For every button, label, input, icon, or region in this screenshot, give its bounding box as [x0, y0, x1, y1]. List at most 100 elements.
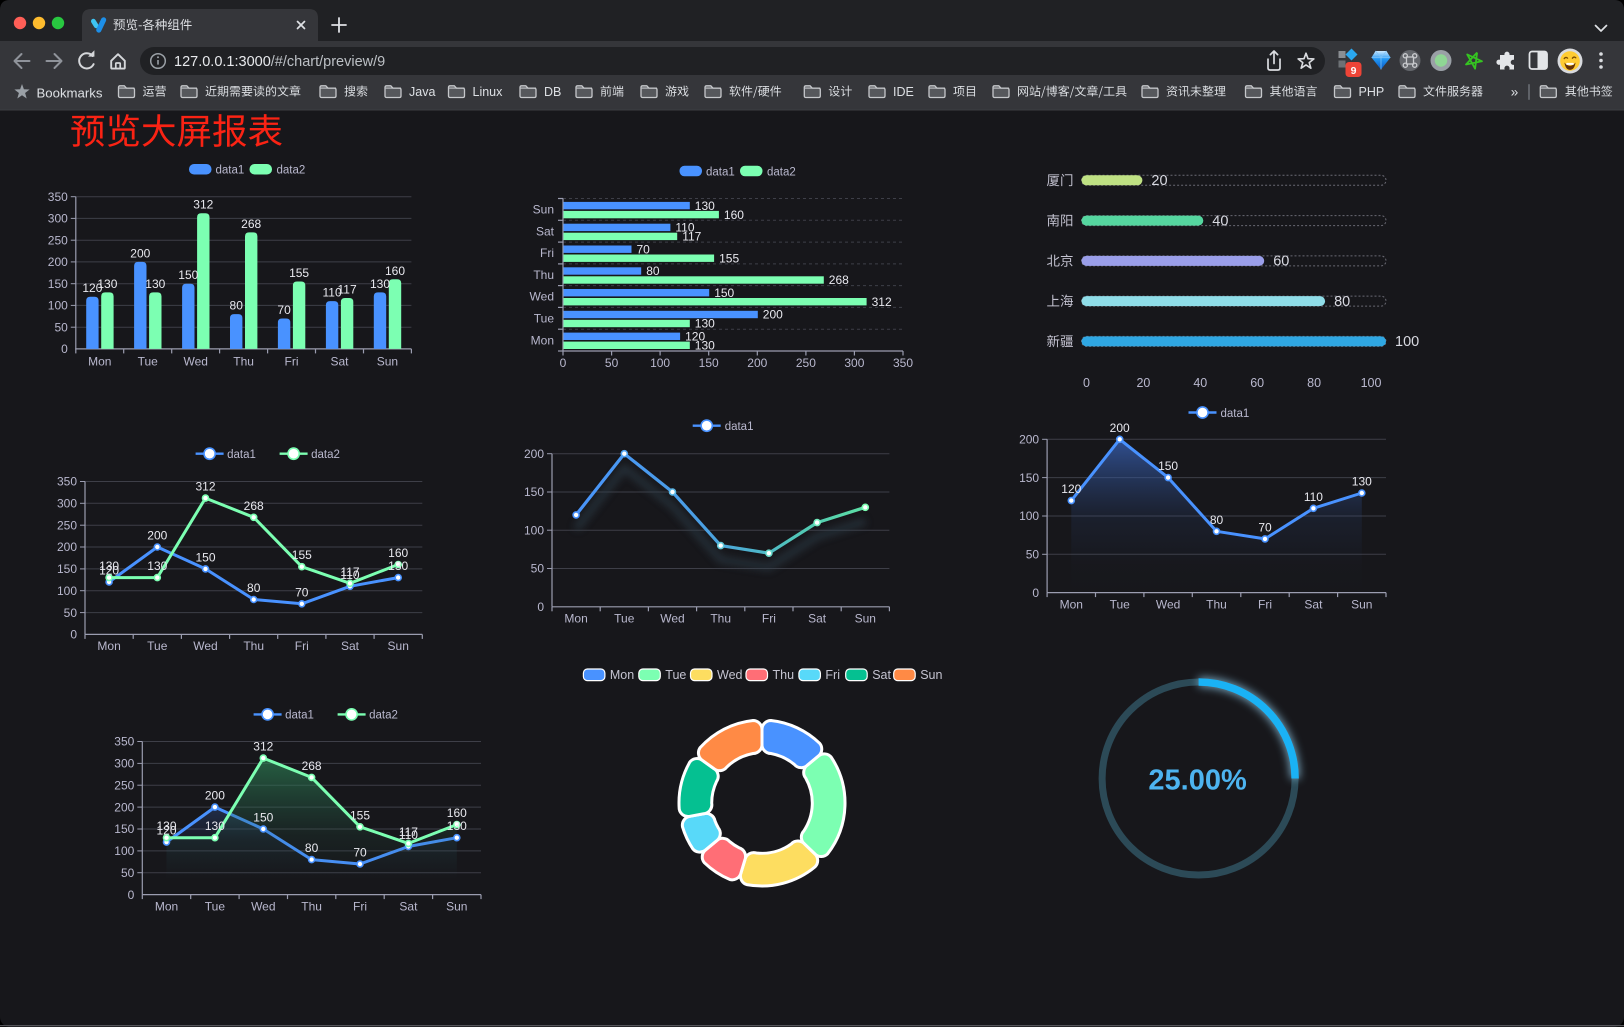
svg-text:100: 100	[1019, 509, 1039, 523]
svg-text:80: 80	[1210, 513, 1224, 527]
svg-text:Thu: Thu	[233, 355, 254, 369]
svg-text:70: 70	[353, 846, 367, 860]
svg-text:300: 300	[57, 497, 77, 511]
svg-text:20: 20	[1151, 173, 1167, 189]
svg-text:Tue: Tue	[138, 355, 159, 369]
svg-text:250: 250	[57, 518, 77, 532]
svg-text:200: 200	[1110, 421, 1130, 435]
svg-text:Thu: Thu	[533, 268, 554, 282]
svg-text:Tue: Tue	[614, 611, 635, 625]
svg-text:100: 100	[650, 356, 670, 370]
svg-text:Wed: Wed	[251, 899, 275, 913]
svg-text:0: 0	[61, 342, 68, 356]
svg-text:150: 150	[714, 286, 734, 300]
svg-text:200: 200	[130, 246, 150, 260]
svg-text:200: 200	[1019, 433, 1039, 447]
svg-text:DB: DB	[544, 85, 561, 99]
svg-text:Thu: Thu	[773, 668, 795, 682]
svg-text:Sat: Sat	[872, 668, 891, 682]
svg-text:Tue: Tue	[205, 899, 226, 913]
svg-text:250: 250	[48, 233, 68, 247]
svg-text:117: 117	[682, 230, 701, 244]
svg-text:Fri: Fri	[825, 668, 840, 682]
svg-text:150: 150	[178, 268, 198, 282]
svg-text:0: 0	[537, 600, 544, 614]
svg-text:Tue: Tue	[665, 668, 686, 682]
svg-text:Fri: Fri	[285, 355, 299, 369]
svg-text:40: 40	[1193, 376, 1207, 390]
svg-text:80: 80	[247, 581, 261, 595]
svg-text:100: 100	[57, 584, 77, 598]
svg-text:Sat: Sat	[1304, 598, 1323, 612]
svg-text:268: 268	[302, 759, 322, 773]
svg-text:312: 312	[195, 480, 215, 494]
svg-text:200: 200	[57, 540, 77, 554]
svg-text:150: 150	[1019, 471, 1039, 485]
svg-text:Sun: Sun	[855, 611, 876, 625]
svg-text:Sun: Sun	[533, 203, 554, 217]
svg-text:Mon: Mon	[1060, 598, 1083, 612]
svg-text:Mon: Mon	[564, 611, 587, 625]
svg-text:160: 160	[388, 546, 408, 560]
svg-text:300: 300	[48, 212, 68, 226]
svg-text:150: 150	[57, 562, 77, 576]
svg-text:155: 155	[350, 808, 370, 822]
svg-text:100: 100	[114, 844, 134, 858]
svg-text:160: 160	[385, 264, 405, 278]
svg-text:50: 50	[531, 562, 545, 576]
svg-text:150: 150	[114, 822, 134, 836]
svg-text:300: 300	[844, 356, 864, 370]
svg-text:Java: Java	[409, 85, 435, 99]
svg-text:70: 70	[277, 303, 291, 317]
svg-text:120: 120	[685, 330, 705, 344]
svg-text:data2: data2	[311, 449, 340, 461]
svg-text:200: 200	[747, 356, 767, 370]
svg-text:200: 200	[524, 447, 544, 461]
svg-text:130: 130	[1352, 475, 1372, 489]
svg-text:80: 80	[230, 299, 244, 313]
svg-text:data1: data1	[725, 421, 754, 433]
svg-text:25.00%: 25.00%	[1148, 765, 1247, 797]
svg-text:60: 60	[1250, 376, 1264, 390]
svg-text:Fri: Fri	[762, 611, 776, 625]
svg-text:9: 9	[1351, 65, 1357, 77]
svg-text:Sun: Sun	[388, 639, 409, 653]
svg-text:Sun: Sun	[446, 899, 467, 913]
svg-text:40: 40	[1212, 213, 1228, 229]
svg-text:data1: data1	[227, 449, 256, 461]
svg-text:130: 130	[156, 819, 176, 833]
svg-text:110: 110	[675, 221, 694, 235]
svg-text:Linux: Linux	[473, 85, 504, 99]
svg-text:Mon: Mon	[88, 355, 111, 369]
svg-text:Tue: Tue	[147, 639, 168, 653]
svg-text:110: 110	[323, 286, 342, 300]
svg-text:130: 130	[97, 277, 117, 291]
svg-text:110: 110	[340, 568, 359, 582]
svg-text:100: 100	[1395, 334, 1419, 350]
svg-text:Wed: Wed	[530, 290, 554, 304]
svg-text:117: 117	[399, 825, 418, 839]
svg-text:Sat: Sat	[341, 639, 360, 653]
svg-text:200: 200	[205, 789, 225, 803]
svg-text:data2: data2	[277, 165, 306, 177]
svg-text:80: 80	[646, 264, 660, 278]
svg-text:80: 80	[305, 841, 319, 855]
svg-text:268: 268	[829, 273, 849, 287]
svg-text:268: 268	[241, 217, 261, 231]
svg-text:155: 155	[292, 548, 312, 562]
svg-text:Fri: Fri	[295, 639, 309, 653]
svg-text:100: 100	[48, 299, 68, 313]
svg-text:70: 70	[637, 242, 651, 256]
svg-text:Wed: Wed	[183, 355, 207, 369]
svg-text:350: 350	[57, 475, 77, 489]
svg-text:Fri: Fri	[540, 246, 554, 260]
svg-text:312: 312	[193, 198, 213, 212]
svg-text:155: 155	[289, 266, 309, 280]
svg-text:Sat: Sat	[399, 899, 418, 913]
svg-text:70: 70	[295, 585, 309, 599]
svg-text:120: 120	[82, 281, 102, 295]
svg-text:0: 0	[560, 356, 567, 370]
svg-text:Fri: Fri	[353, 899, 367, 913]
svg-text:Mon: Mon	[155, 899, 178, 913]
svg-text:50: 50	[121, 866, 135, 880]
